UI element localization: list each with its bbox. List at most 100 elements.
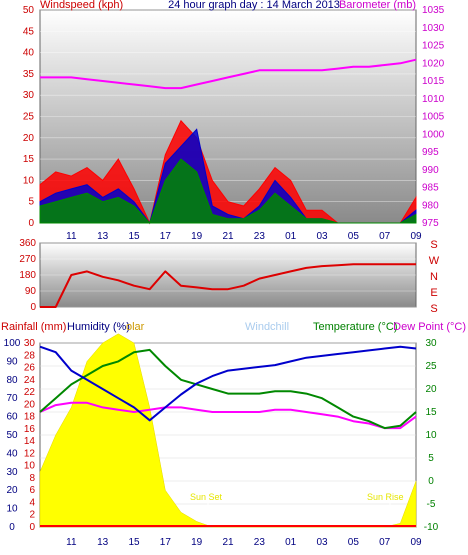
temp-tick-label: 25 — [425, 361, 437, 372]
rain-tick-label: 12 — [24, 448, 36, 459]
compass-label: S — [430, 303, 437, 315]
temp-x-tick: 01 — [285, 537, 297, 548]
wind-x-tick: 11 — [66, 231, 77, 242]
wind-tick-label: 40 — [23, 48, 35, 59]
direction-tick-label: 270 — [19, 254, 36, 265]
wind-direction-line — [40, 263, 416, 308]
wind-x-tick: 19 — [191, 231, 203, 242]
wind-axis-title: Windspeed (kph) — [40, 0, 123, 11]
humidity-tick-label: 0 — [9, 522, 15, 533]
temperature-line — [39, 348, 417, 430]
barometer-tick-label: 1015 — [422, 76, 445, 87]
barometer-tick-label: 990 — [422, 165, 439, 176]
temp-x-tick: 15 — [128, 537, 140, 548]
wind-tick-label: 10 — [23, 175, 35, 186]
rain-tick-label: 28 — [24, 350, 36, 361]
wind-tick-label: 35 — [23, 69, 35, 80]
temp-tick-label: 20 — [425, 384, 437, 395]
temp-x-tick: 23 — [254, 537, 266, 548]
rain-tick-label: 14 — [24, 436, 36, 447]
chart-title: 24 hour graph day : 14 March 2013 — [168, 0, 340, 11]
wind-tick-label: 50 — [23, 5, 35, 16]
direction-tick-label: 360 — [19, 238, 36, 249]
temp-tick-label: 5 — [428, 453, 434, 464]
temp-x-tick: 13 — [97, 537, 109, 548]
temperature-label: Temperature (°C) — [313, 321, 397, 333]
temp-tick-label: -5 — [427, 499, 436, 510]
tick-labels: 0510152025303540455097598098599099510001… — [4, 5, 445, 548]
windchill-label: Windchill — [245, 321, 289, 333]
direction-tick-label: 0 — [30, 302, 36, 313]
temp-x-tick: 09 — [410, 537, 422, 548]
humidity-tick-label: 90 — [6, 356, 18, 367]
barometer-tick-label: 1000 — [422, 129, 445, 140]
humidity-tick-label: 60 — [6, 412, 18, 423]
rain-tick-label: 10 — [24, 461, 36, 472]
solar-label: olar — [126, 321, 145, 333]
humidity-tick-label: 70 — [6, 393, 18, 404]
barometer-tick-label: 1030 — [422, 23, 445, 34]
dewpoint-label: Dew Point (°C) — [393, 321, 466, 333]
barometer-tick-label: 980 — [422, 200, 439, 211]
temp-x-tick: 07 — [379, 537, 391, 548]
humidity-tick-label: 40 — [6, 448, 18, 459]
wind-tick-label: 20 — [23, 133, 35, 144]
temp-tick-label: 10 — [425, 430, 437, 441]
sun-set-annotation: Sun Set — [190, 492, 223, 502]
direction-tick-label: 90 — [25, 286, 37, 297]
compass-label: S — [430, 239, 437, 251]
wind-tick-label: 5 — [28, 197, 34, 208]
sun-rise-annotation: Sun Rise — [367, 492, 404, 502]
rain-tick-label: 6 — [29, 485, 35, 496]
wind-x-tick: 03 — [316, 231, 328, 242]
humidity-tick-label: 10 — [6, 504, 18, 515]
rain-tick-label: 26 — [24, 363, 36, 374]
temp-x-tick: 19 — [191, 537, 203, 548]
humidity-tick-label: 50 — [6, 430, 18, 441]
temp-tick-label: -10 — [424, 522, 439, 533]
humidity-tick-label: 100 — [4, 338, 21, 349]
humidity-label: Humidity (%) — [67, 321, 130, 333]
temp-x-tick: 11 — [66, 537, 77, 548]
wind-tick-label: 15 — [23, 154, 35, 165]
barometer-tick-label: 995 — [422, 147, 439, 158]
wind-x-tick: 23 — [254, 231, 266, 242]
humidity-tick-label: 20 — [6, 485, 18, 496]
barometer-tick-label: 1035 — [422, 5, 445, 16]
temp-tick-label: 30 — [425, 338, 437, 349]
rain-tick-label: 2 — [29, 510, 35, 521]
wind-x-tick: 05 — [348, 231, 360, 242]
series-lines — [39, 58, 417, 527]
humidity-tick-label: 80 — [6, 375, 18, 386]
wind-x-tick: 13 — [97, 231, 109, 242]
direction-tick-label: 180 — [19, 270, 36, 281]
barometer-tick-label: 985 — [422, 183, 439, 194]
temp-x-tick: 05 — [348, 537, 360, 548]
temp-x-tick: 21 — [222, 537, 234, 548]
rain-tick-label: 24 — [24, 375, 36, 386]
rain-tick-label: 30 — [24, 338, 36, 349]
compass-label: N — [430, 271, 438, 283]
wind-tick-label: 45 — [23, 26, 35, 37]
compass-label: E — [430, 287, 437, 299]
dewpoint-line — [39, 401, 417, 430]
rainfall-label: Rainfall (mm) — [1, 321, 66, 333]
rain-tick-label: 16 — [24, 424, 36, 435]
barometer-tick-label: 1020 — [422, 58, 445, 69]
humidity-line — [39, 345, 417, 422]
compass-label: W — [429, 255, 440, 267]
temp-tick-label: 0 — [428, 476, 434, 487]
wind-x-tick: 15 — [128, 231, 140, 242]
wind-x-tick: 17 — [160, 231, 172, 242]
barometer-tick-label: 1025 — [422, 41, 445, 52]
wind-tick-label: 30 — [23, 90, 35, 101]
barometer-tick-label: 975 — [422, 218, 439, 229]
wind-tick-label: 25 — [23, 112, 35, 123]
wind-series-2 — [39, 158, 417, 224]
rain-tick-label: 22 — [24, 387, 36, 398]
barometer-tick-label: 1005 — [422, 112, 445, 123]
rain-tick-label: 4 — [29, 497, 35, 508]
wind-x-tick: 09 — [410, 231, 422, 242]
rain-tick-label: 20 — [24, 399, 36, 410]
